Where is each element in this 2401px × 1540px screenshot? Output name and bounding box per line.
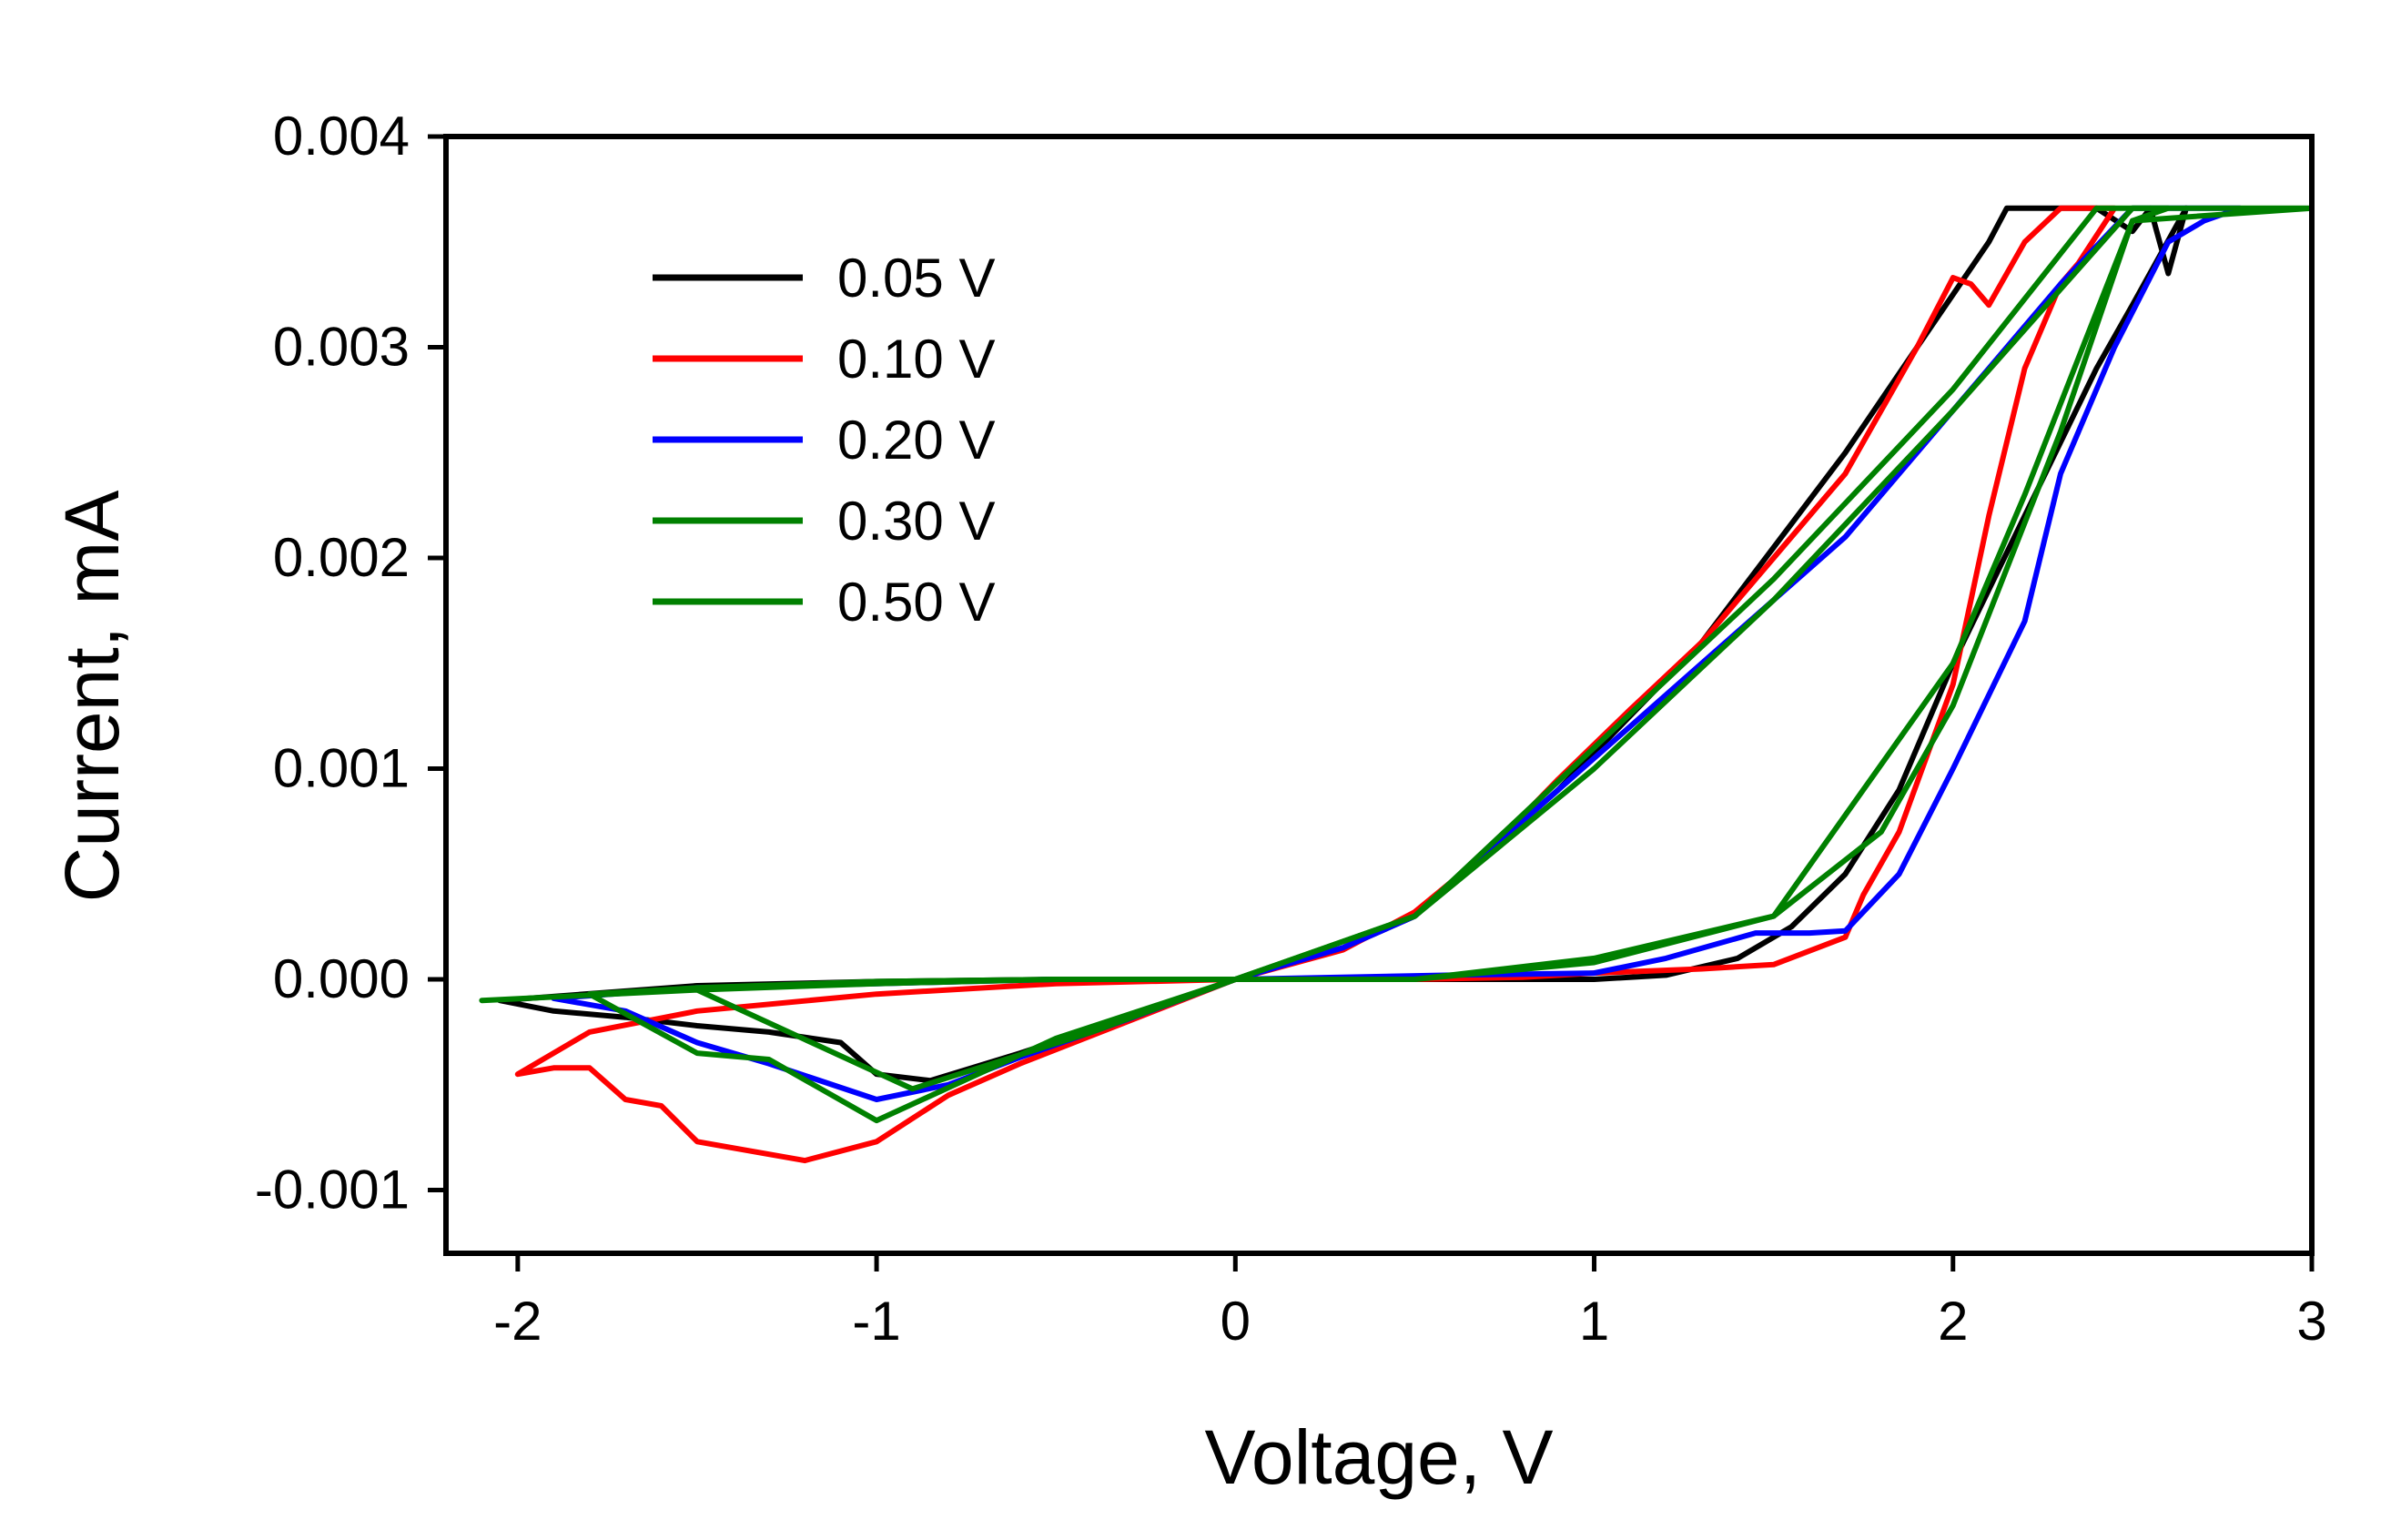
- legend: 0.05 V 0.10 V 0.20 V 0.30 V 0.50 V: [653, 248, 995, 633]
- x-tick-label: 2: [1938, 1291, 1968, 1352]
- ticks-layer: -2 -1 0 1 2 3 -0.001 0.000 0.001 0.002 0.003 0.004: [255, 106, 2327, 1352]
- x-axis-title: Voltage, V: [1205, 1414, 1554, 1500]
- legend-label: 0.30 V: [837, 491, 995, 552]
- legend-label: 0.50 V: [837, 572, 995, 633]
- x-tick-label: 0: [1221, 1291, 1251, 1352]
- legend-item: 0.05 V: [653, 248, 995, 309]
- y-tick-label: 0.001: [273, 738, 410, 799]
- y-tick-label: 0.004: [273, 106, 410, 167]
- x-tick-label: 3: [2296, 1291, 2326, 1352]
- series-line-4: [479, 205, 2315, 1092]
- series-line-1: [514, 205, 2118, 1164]
- x-tick-label: 1: [1579, 1291, 1609, 1352]
- x-tick-label: -2: [493, 1291, 542, 1352]
- legend-label: 0.10 V: [837, 329, 995, 390]
- y-axis-title: Current, mA: [49, 491, 135, 903]
- y-tick-label: -0.001: [255, 1160, 410, 1221]
- legend-item: 0.50 V: [653, 572, 995, 633]
- legend-item: 0.10 V: [653, 329, 995, 390]
- legend-item: 0.20 V: [653, 410, 995, 471]
- legend-item: 0.30 V: [653, 491, 995, 552]
- series-line-0: [497, 205, 2189, 1084]
- y-tick-label: 0.000: [273, 948, 410, 1009]
- y-tick-label: 0.002: [273, 527, 410, 588]
- x-tick-label: -1: [852, 1291, 900, 1352]
- series-layer: [479, 205, 2315, 1164]
- y-tick-label: 0.003: [273, 317, 410, 378]
- plot-frame: [443, 134, 2315, 1256]
- legend-label: 0.20 V: [837, 410, 995, 471]
- legend-label: 0.05 V: [837, 248, 995, 309]
